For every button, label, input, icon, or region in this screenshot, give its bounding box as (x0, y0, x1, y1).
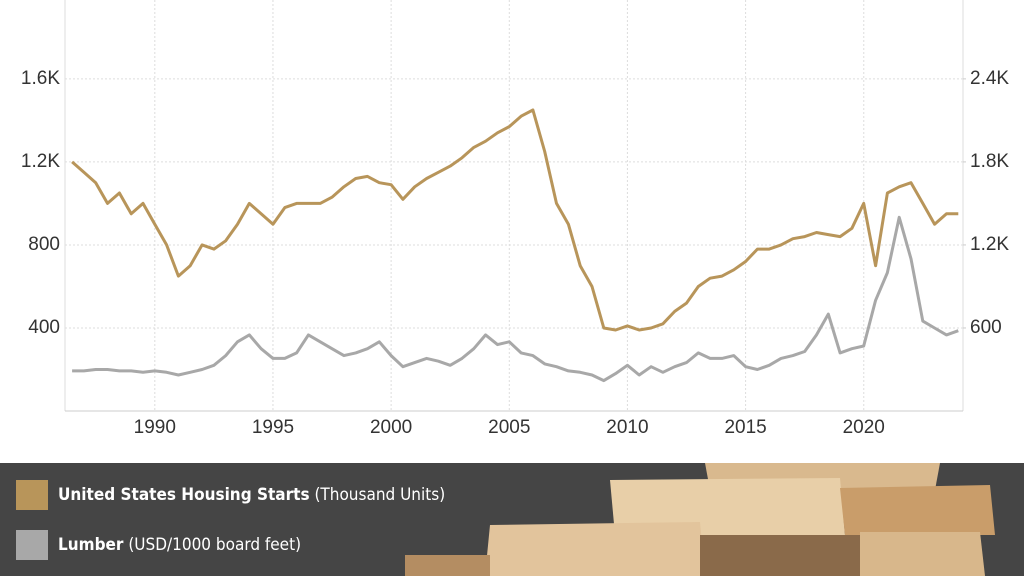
x-tick-label: 2015 (724, 417, 766, 438)
y-tick-label: 1.2K (21, 151, 60, 172)
x-tick-label: 2020 (843, 417, 885, 438)
y2-tick-label: 600 (970, 317, 1002, 338)
x-tick-label: 2005 (488, 417, 530, 438)
series-line (72, 215, 959, 383)
legend-unit: (USD/1000 board feet) (128, 535, 301, 555)
legend-name: United States Housing Starts (58, 485, 310, 505)
legend-unit: (Thousand Units) (314, 485, 445, 505)
legend-name: Lumber (58, 535, 124, 555)
y-tick-label: 800 (28, 234, 60, 255)
y-tick-label: 400 (28, 317, 60, 338)
legend-label: Lumber (USD/1000 board feet) (58, 535, 301, 555)
series-line (71, 108, 959, 332)
x-tick-label: 1990 (134, 417, 176, 438)
y-tick-label: 1.6K (21, 68, 60, 89)
legend-label: United States Housing Starts (Thousand U… (58, 485, 445, 505)
x-tick-label: 2010 (606, 417, 648, 438)
legend-swatch (16, 480, 48, 510)
y2-tick-label: 2.4K (970, 68, 1009, 89)
y2-tick-label: 1.8K (970, 151, 1009, 172)
legend-swatch (16, 530, 48, 560)
y2-tick-label: 1.2K (970, 234, 1009, 255)
wood-blocks (405, 463, 995, 576)
x-tick-label: 1995 (252, 417, 294, 438)
x-tick-label: 2000 (370, 417, 412, 438)
